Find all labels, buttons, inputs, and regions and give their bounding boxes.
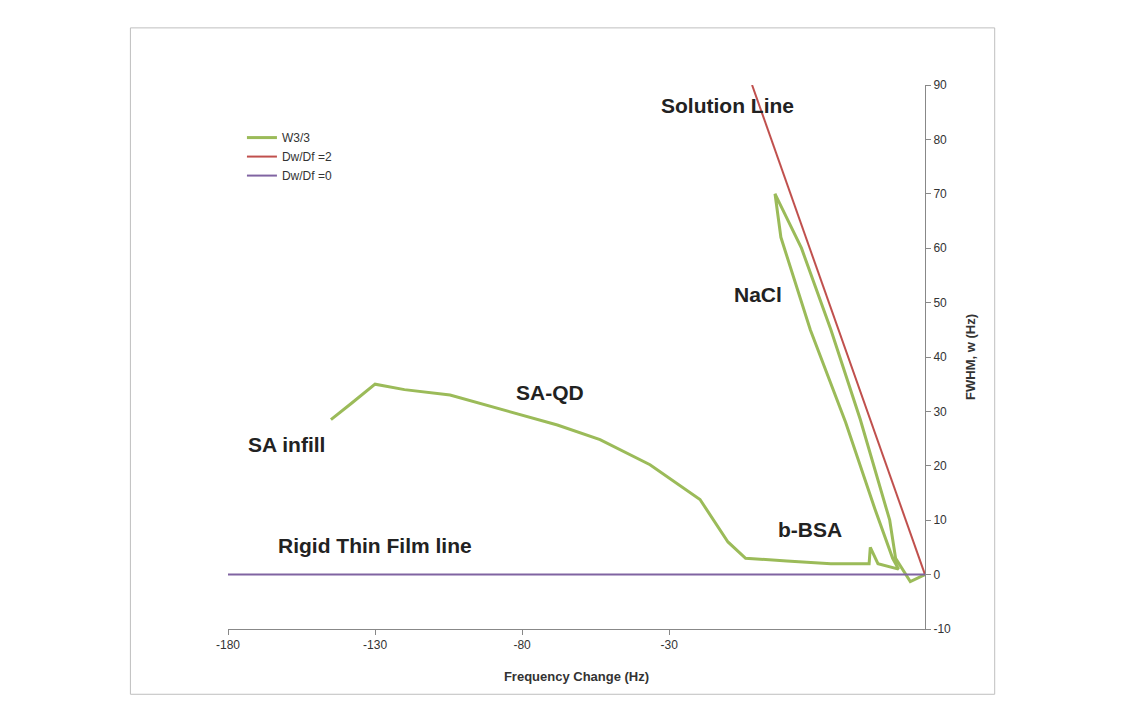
svg-text:10: 10 xyxy=(933,513,947,527)
svg-text:70: 70 xyxy=(933,187,947,201)
svg-text:-130: -130 xyxy=(363,638,387,652)
svg-text:-180: -180 xyxy=(216,638,240,652)
svg-text:-10: -10 xyxy=(933,622,951,636)
svg-text:20: 20 xyxy=(933,459,947,473)
svg-text:FWHM, w (Hz): FWHM, w (Hz) xyxy=(963,314,978,400)
svg-text:Dw/Df =2: Dw/Df =2 xyxy=(282,150,332,164)
svg-text:Frequency Change (Hz): Frequency Change (Hz) xyxy=(504,669,649,684)
svg-text:0: 0 xyxy=(933,568,940,582)
svg-text:Solution Line: Solution Line xyxy=(661,94,794,117)
svg-text:-80: -80 xyxy=(513,638,531,652)
svg-text:-30: -30 xyxy=(660,638,678,652)
svg-text:50: 50 xyxy=(933,296,947,310)
svg-text:30: 30 xyxy=(933,405,947,419)
svg-text:SA-QD: SA-QD xyxy=(516,381,584,404)
svg-text:NaCl: NaCl xyxy=(734,283,782,306)
svg-text:Rigid Thin Film line: Rigid Thin Film line xyxy=(278,534,472,557)
svg-text:b-BSA: b-BSA xyxy=(778,518,842,541)
svg-text:SA infill: SA infill xyxy=(248,433,325,456)
svg-text:60: 60 xyxy=(933,241,947,255)
svg-text:80: 80 xyxy=(933,133,947,147)
svg-text:Dw/Df =0: Dw/Df =0 xyxy=(282,169,332,183)
svg-text:40: 40 xyxy=(933,350,947,364)
svg-text:90: 90 xyxy=(933,78,947,92)
svg-text:W3/3: W3/3 xyxy=(282,131,310,145)
